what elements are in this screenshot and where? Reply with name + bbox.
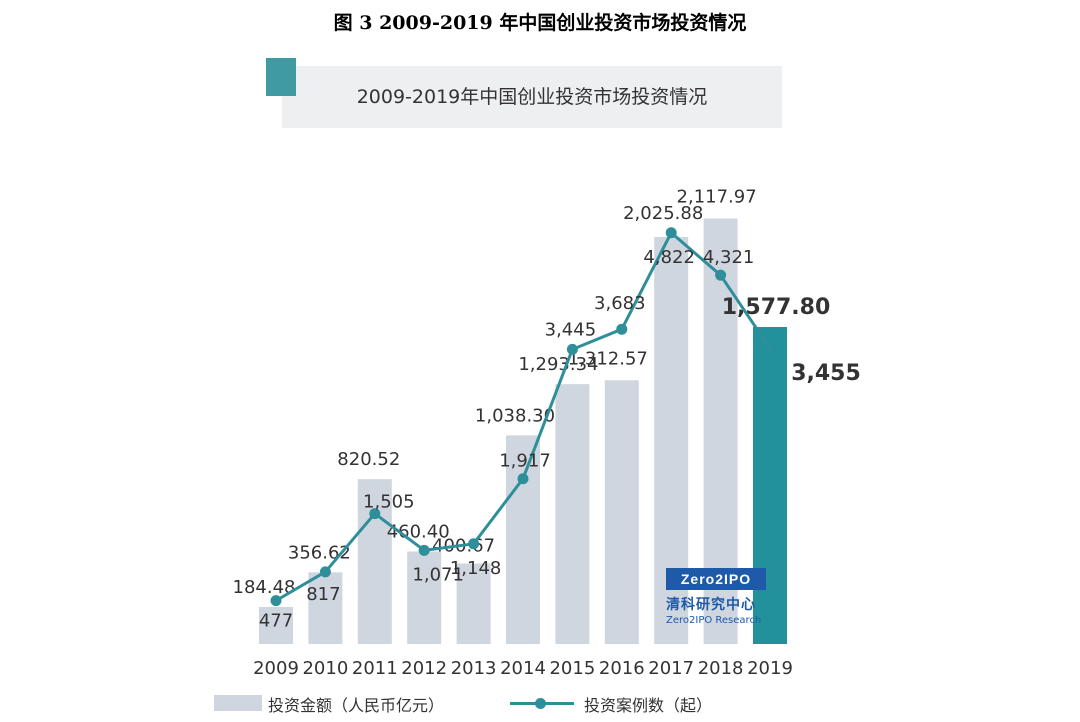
bar-2016 [604,380,639,644]
line-point-2012 [418,544,430,556]
zero2ipo-watermark: Zero2IPO 清科研究中心 Zero2IPO Research [666,568,766,626]
x-tick-2017: 2017 [648,658,694,679]
bar-2012 [407,551,442,644]
bar-label-2015: 1,293.34 [518,354,598,375]
line-point-2010 [319,566,331,578]
line-point-2014 [517,473,529,485]
legend-line-dot [535,698,546,709]
bar-label-2016: 1,312.57 [568,348,648,369]
chart-legend: 投资金额（人民币亿元） 投资案例数（起） [214,690,914,718]
chart-title: 2009-2019年中国创业投资市场投资情况 [356,86,708,108]
line-label-2017: 4,822 [643,247,695,268]
bar-label-2011: 820.52 [337,449,400,470]
bar-label-2014: 1,038.30 [475,405,555,426]
line-label-2015: 3,445 [545,319,597,340]
bar-label-2018: 2,117.97 [677,186,757,207]
line-label-2019: 3,455 [791,361,861,386]
watermark-chinese-name: 清科研究中心 [666,597,756,613]
line-label-2016: 3,683 [594,293,646,314]
watermark-english-name: Zero2IPO Research [666,615,762,626]
x-tick-2009: 2009 [253,658,299,679]
figure-caption: 图 3 2009-2019 年中国创业投资市场投资情况 [333,12,747,34]
x-tick-2012: 2012 [401,658,447,679]
x-tick-2010: 2010 [302,658,348,679]
x-tick-2011: 2011 [352,658,398,679]
x-tick-2013: 2013 [451,658,497,679]
x-tick-2018: 2018 [698,658,744,679]
bar-label-2009: 184.48 [233,577,296,598]
x-tick-2015: 2015 [549,658,595,679]
line-point-2015 [566,343,578,355]
bar-label-2012: 460.40 [387,522,450,543]
line-point-2016 [616,323,628,335]
bar-label-2019: 1,577.80 [722,295,831,320]
x-axis: 2009 2010 2011 2012 2013 2014 2015 2016 2017 2018… [253,658,793,679]
bar-2019 [753,327,787,644]
line-label-2018: 4,321 [703,247,755,268]
line-label-2013: 1,148 [450,558,502,579]
x-tick-2014: 2014 [500,658,546,679]
bar-2010 [308,572,343,644]
chart-title-accent [266,58,296,96]
line-point-2017 [665,227,677,239]
bar-2015 [555,384,590,644]
x-tick-2019: 2019 [747,658,793,679]
line-label-2010: 817 [306,584,340,605]
bar-label-2017: 2,025.88 [623,203,703,224]
line-point-2009 [270,595,282,607]
chart-title-panel [282,66,782,128]
x-tick-2016: 2016 [599,658,645,679]
line-label-2012: 1,071 [412,564,464,585]
bar-2013 [456,563,491,644]
line-point-2011 [369,508,381,520]
legend-line-label: 投资案例数（起） [584,696,713,715]
bar-2009 [259,606,293,644]
line-point-2018 [715,269,727,281]
legend-bar-label: 投资金额（人民币亿元） [268,696,445,715]
bar-2014 [506,435,540,644]
zero2ipo-logo: Zero2IPO [666,568,766,590]
line-label-2009: 477 [259,611,293,632]
line-label-2011: 1,505 [363,492,415,513]
bar-2011 [357,479,392,644]
line-label-2014: 1,917 [499,451,551,472]
line-point-2013 [468,538,480,550]
bars-layer [259,218,787,645]
line-layer [270,227,772,607]
bar-labels-layer: 184.48356.62820.52460.40400.671,038.301,… [233,186,831,597]
legend-bar-swatch [214,695,262,711]
